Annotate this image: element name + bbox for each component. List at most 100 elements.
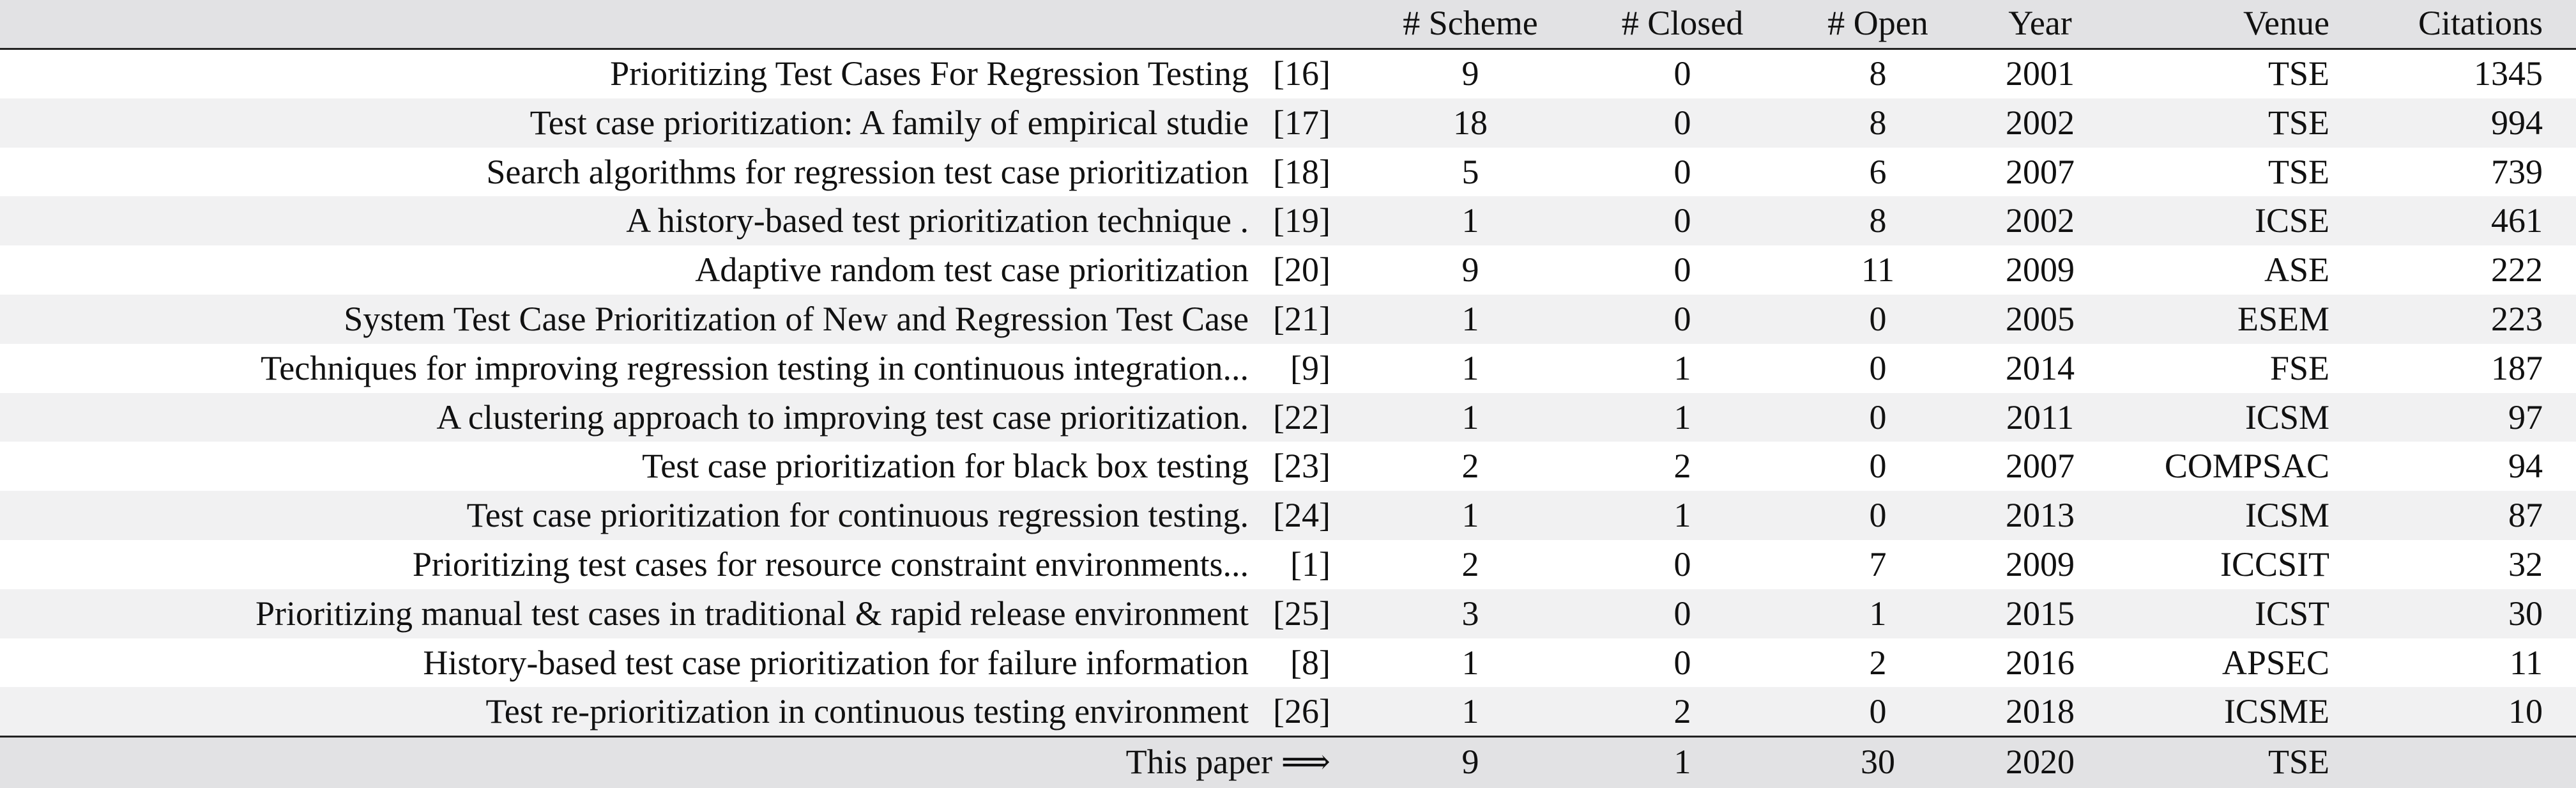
footer-label: This paper ⟹ (1125, 743, 1330, 782)
column-header: Venue (2243, 4, 2329, 42)
table-cell: 1345 (2474, 54, 2543, 93)
header-rule (0, 48, 2576, 50)
table-cell: 1 (1461, 348, 1479, 387)
table-cell: 1 (1461, 300, 1479, 338)
table-cell: 2007 (2006, 152, 2075, 191)
column-header: Citations (2418, 4, 2543, 42)
row-band (0, 540, 2576, 589)
reference: [26] (1273, 692, 1330, 731)
table-cell: ICSE (2254, 201, 2329, 240)
table-cell: APSEC (2222, 643, 2329, 682)
reference: [24] (1273, 496, 1330, 535)
table-cell: 3 (1461, 594, 1479, 633)
table-cell: 1 (1461, 496, 1479, 535)
table-cell: 0 (1869, 447, 1887, 486)
footer-cell: 2020 (2006, 743, 2075, 782)
table-cell: FSE (2269, 348, 2329, 387)
table-cell: 30 (2508, 594, 2543, 633)
footer-cell: 1 (1673, 743, 1691, 782)
table-cell: ICCSIT (2220, 545, 2329, 583)
column-header: Year (2008, 4, 2072, 42)
table-cell: 8 (1869, 54, 1887, 93)
reference: [21] (1273, 300, 1330, 338)
row-band (0, 491, 2576, 540)
table-cell: ICSME (2223, 692, 2329, 731)
table-cell: 0 (1673, 201, 1691, 240)
paper-title: Test case prioritization: A family of em… (530, 103, 1249, 142)
table-cell: 8 (1869, 201, 1887, 240)
row-band (0, 49, 2576, 98)
paper-title: A history-based test prioritization tech… (626, 201, 1249, 240)
row-band (0, 392, 2576, 442)
paper-title: Test re-prioritization in continuous tes… (485, 692, 1249, 731)
table-cell: 2009 (2006, 545, 2075, 583)
table-cell: 0 (1673, 54, 1691, 93)
row-band (0, 638, 2576, 688)
reference: [1] (1290, 545, 1330, 583)
paper-title: Prioritizing test cases for resource con… (412, 545, 1249, 583)
table-cell: 2 (1673, 447, 1691, 486)
paper-title: History-based test case prioritization f… (423, 643, 1249, 682)
column-header: # Scheme (1403, 4, 1538, 42)
table-cell: 11 (2510, 643, 2543, 682)
table-cell: 1 (1461, 692, 1479, 731)
footer-cell: 9 (1461, 743, 1479, 782)
table-cell: 0 (1673, 300, 1691, 338)
row-band (0, 245, 2576, 295)
row-band (0, 343, 2576, 393)
row-band (0, 147, 2576, 197)
table-cell: 0 (1869, 496, 1887, 535)
reference: [22] (1273, 398, 1330, 436)
table-cell: ESEM (2237, 300, 2329, 338)
reference: [25] (1273, 594, 1330, 633)
reference: [9] (1290, 348, 1330, 387)
reference: [8] (1290, 643, 1330, 682)
table-cell: 94 (2508, 447, 2543, 486)
column-header: # Closed (1621, 4, 1744, 42)
column-header: # Open (1827, 4, 1928, 42)
table-cell: 0 (1673, 594, 1691, 633)
table-cell: 8 (1869, 103, 1887, 142)
reference: [20] (1273, 251, 1330, 290)
table-cell: 222 (2491, 251, 2543, 290)
table-cell: 0 (1869, 348, 1887, 387)
table-cell: 994 (2491, 103, 2543, 142)
table-cell: 2 (1869, 643, 1887, 682)
table-cell: 97 (2508, 398, 2543, 436)
table-cell: 1 (1461, 398, 1479, 436)
table-cell: 2002 (2006, 201, 2075, 240)
table-cell: 0 (1673, 545, 1691, 583)
table-cell: 461 (2491, 201, 2543, 240)
footer-rule (0, 736, 2576, 738)
table-cell: 1 (1673, 398, 1691, 436)
table-cell: ASE (2264, 251, 2329, 290)
table-cell: 2009 (2006, 251, 2075, 290)
paper-title: A clustering approach to improving test … (436, 398, 1249, 436)
table-cell: 9 (1461, 54, 1479, 93)
table-cell: COMPSAC (2164, 447, 2329, 486)
paper-title: Test case prioritization for continuous … (466, 496, 1249, 535)
table-cell: 2013 (2006, 496, 2075, 535)
footer-cell: 30 (1861, 743, 1895, 782)
table-cell: 2011 (2006, 398, 2074, 436)
table-cell: 7 (1869, 545, 1887, 583)
reference: [18] (1273, 152, 1330, 191)
footer-cell: TSE (2267, 743, 2329, 782)
table-cell: 2018 (2006, 692, 2075, 731)
table-cell: 2007 (2006, 447, 2075, 486)
paper-title: Techniques for improving regression test… (261, 348, 1249, 387)
table-cell: TSE (2267, 152, 2329, 191)
table-cell: 2014 (2006, 348, 2075, 387)
table-cell: 0 (1673, 643, 1691, 682)
table-cell: 2002 (2006, 103, 2075, 142)
table-cell: 2016 (2006, 643, 2075, 682)
row-band (0, 442, 2576, 491)
paper-title: System Test Case Prioritization of New a… (344, 300, 1249, 338)
reference: [23] (1273, 447, 1330, 486)
row-band (0, 589, 2576, 638)
table-cell: 0 (1869, 692, 1887, 731)
table-cell: 2001 (2006, 54, 2075, 93)
footer-band (0, 736, 2576, 788)
table-cell: 223 (2491, 300, 2543, 338)
